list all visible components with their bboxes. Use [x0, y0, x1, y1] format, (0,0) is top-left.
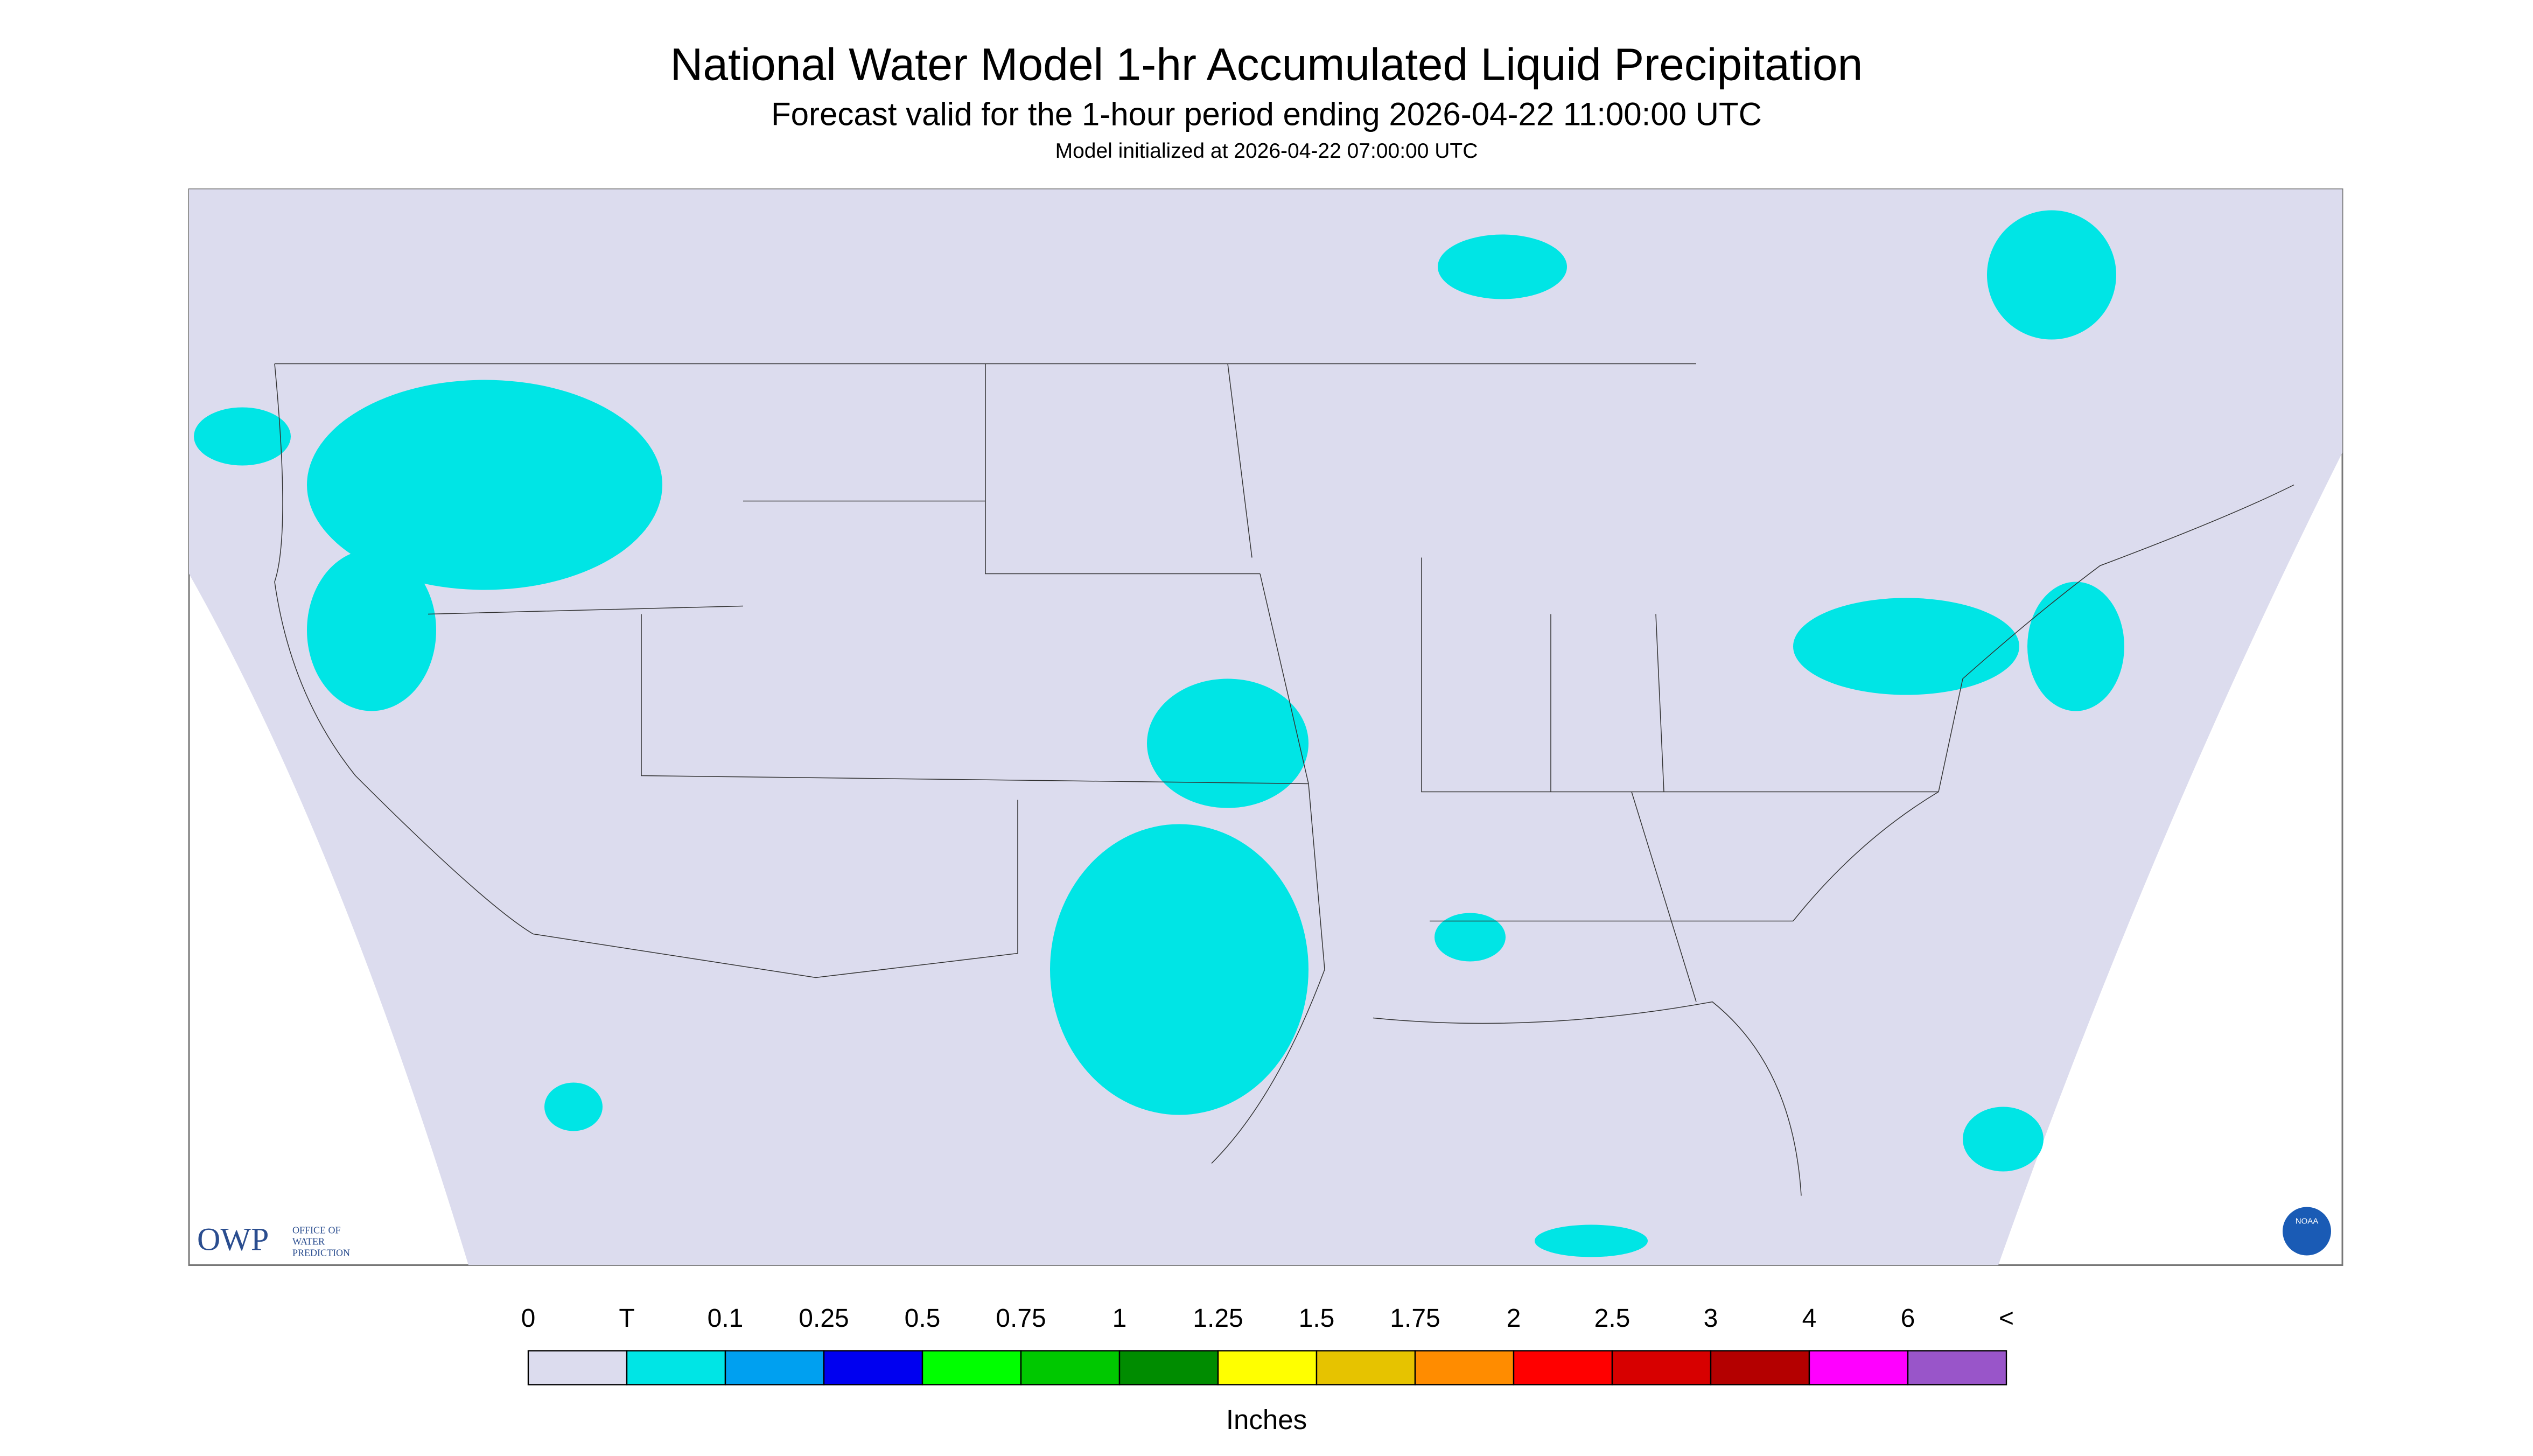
map: OWP OFFICE OF WATER PREDICTION NOAA	[188, 188, 2343, 1266]
colorbar-unit: Inches	[1226, 1404, 1307, 1435]
init-note: Model initialized at 2026-04-22 07:00:00…	[1055, 139, 1478, 163]
precip-area	[1050, 824, 1309, 1115]
precip-area	[1535, 1224, 1648, 1257]
colorbar-label: 1.5	[1299, 1304, 1335, 1333]
colorbar-box	[1710, 1350, 1810, 1385]
colorbar-box	[1808, 1350, 1909, 1385]
colorbar-label: 6	[1901, 1304, 1915, 1333]
colorbar-label: 1	[1112, 1304, 1127, 1333]
colorbar-box	[1020, 1350, 1121, 1385]
boundaries	[274, 363, 2294, 1196]
colorbar-box	[1414, 1350, 1515, 1385]
owp-name: PREDICTION	[292, 1248, 350, 1258]
colorbar-label: 2	[1507, 1304, 1521, 1333]
colorbar: 0 T 0.1 0.25 0.5 0.75 1 1.25 1.5 1.75 2 2.5 3 4 6 <	[521, 1304, 2014, 1385]
colorbar-label: 1.25	[1193, 1304, 1243, 1333]
colorbar-box	[527, 1350, 628, 1385]
colorbar-box	[1118, 1350, 1219, 1385]
precip-area	[544, 1082, 603, 1131]
subtitle: Forecast valid for the 1-hour period end…	[771, 96, 1762, 132]
precip-area	[1793, 598, 2019, 695]
owp-abbr: OWP	[197, 1221, 269, 1257]
colorbar-label: <	[1999, 1304, 2014, 1333]
colorbar-label: 2.5	[1594, 1304, 1631, 1333]
colorbar-label: 1.75	[1390, 1304, 1440, 1333]
owp-name: WATER	[292, 1236, 325, 1247]
colorbar-box	[921, 1350, 1022, 1385]
colorbar-label: 0.25	[799, 1304, 849, 1333]
colorbar-box	[1513, 1350, 1613, 1385]
colorbar-box	[724, 1350, 825, 1385]
colorbar-label: 3	[1704, 1304, 1718, 1333]
noaa-logo	[2283, 1207, 2331, 1256]
colorbar-label: 0.75	[996, 1304, 1046, 1333]
colorbar-label: 0.1	[708, 1304, 744, 1333]
precip-area	[1438, 234, 1567, 299]
coastline	[274, 363, 2294, 1196]
title: National Water Model 1-hr Accumulated Li…	[670, 39, 1863, 90]
colorbar-box	[626, 1350, 726, 1385]
colorbar-box	[1316, 1350, 1416, 1385]
colorbar-box	[1907, 1350, 2007, 1385]
precip-area	[1987, 210, 2116, 340]
precip-area	[2027, 582, 2124, 711]
colorbar-box	[1217, 1350, 1318, 1385]
precip-area	[194, 407, 291, 466]
colorbar-box	[1611, 1350, 1712, 1385]
colorbar-label: T	[619, 1304, 634, 1333]
owp-name: OFFICE OF	[292, 1225, 341, 1236]
precip-area	[1147, 678, 1309, 808]
precip-area	[307, 380, 662, 590]
noaa-text: NOAA	[2296, 1216, 2319, 1226]
state-lines	[275, 363, 1939, 1002]
precip-area	[307, 549, 436, 711]
colorbar-label: 0	[521, 1304, 536, 1333]
precip-areas	[194, 210, 2124, 1257]
colorbar-label: 4	[1802, 1304, 1817, 1333]
precip-area	[1435, 913, 1506, 962]
colorbar-box	[823, 1350, 923, 1385]
colorbar-label: 0.5	[905, 1304, 941, 1333]
precip-area	[1963, 1107, 2044, 1172]
